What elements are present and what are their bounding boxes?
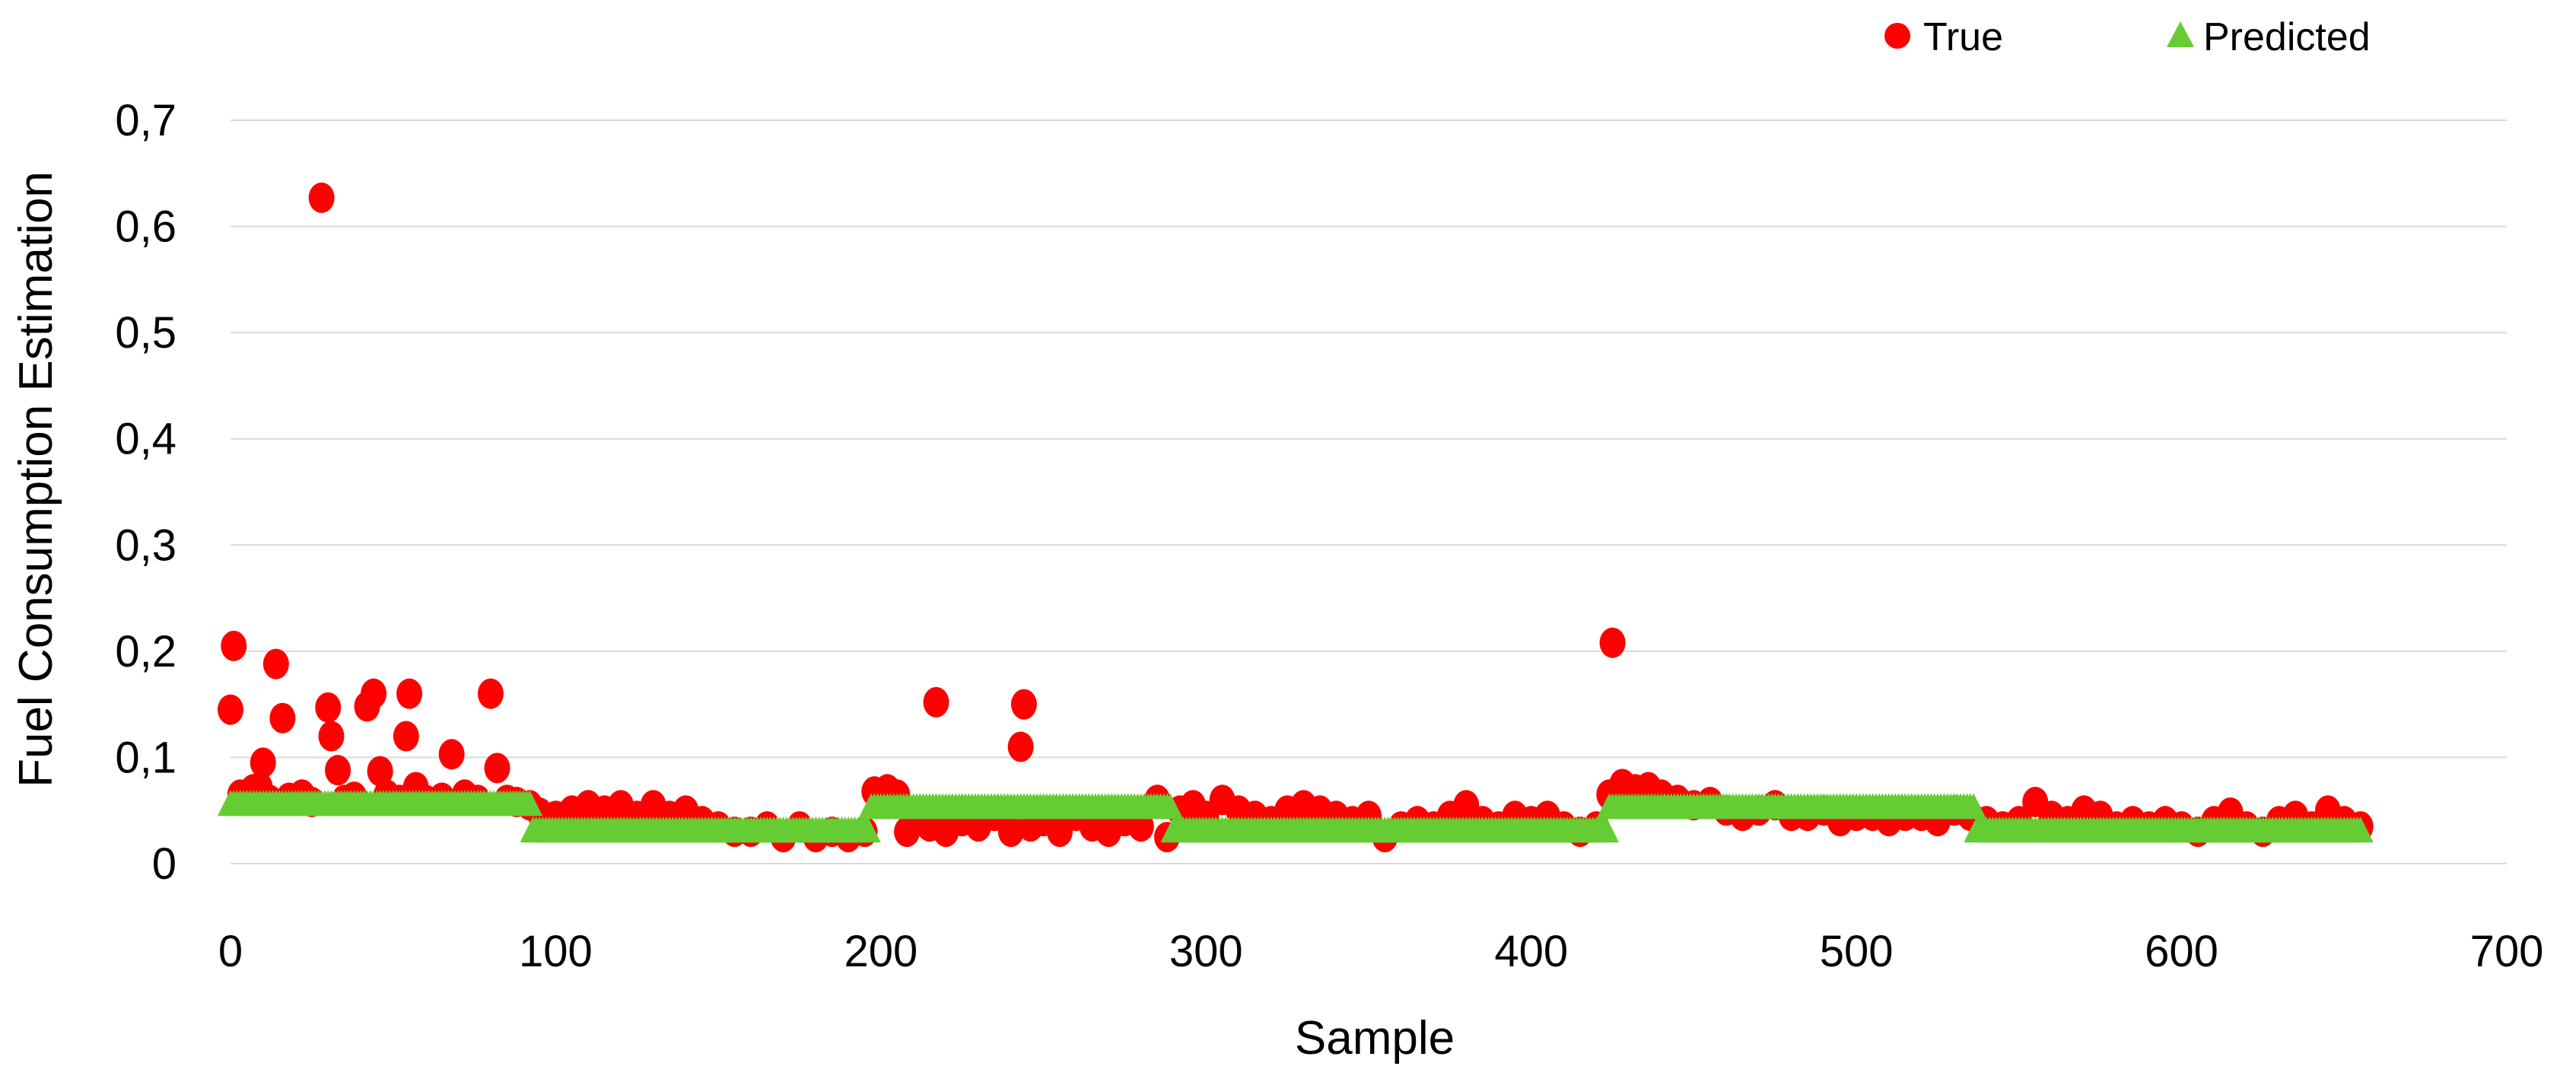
legend-predicted-label: Predicted	[2203, 15, 2371, 59]
y-tick-label: 0,5	[115, 308, 177, 358]
legend-true-marker	[1884, 23, 1910, 49]
true-point	[477, 678, 504, 709]
x-tick-label: 200	[844, 927, 918, 976]
true-point	[393, 721, 419, 752]
true-point	[269, 702, 296, 734]
true-point	[325, 755, 351, 786]
true-point	[250, 747, 276, 778]
y-tick-label: 0	[152, 839, 177, 889]
true-point	[315, 692, 342, 723]
x-tick-label: 0	[218, 927, 243, 976]
x-tick-label: 300	[1169, 927, 1243, 976]
x-tick-label: 100	[519, 927, 593, 976]
y-tick-label: 0,2	[115, 627, 177, 676]
predicted-point	[854, 816, 881, 843]
predicted-point	[1961, 793, 1987, 819]
true-point	[308, 182, 335, 213]
predicted-point	[1593, 816, 1620, 843]
predicted-series	[218, 790, 2374, 843]
true-point	[438, 739, 465, 770]
true-point	[218, 694, 243, 725]
y-axis-title: Fuel Consumption Estimation	[10, 171, 62, 788]
legend-predicted-marker	[2167, 21, 2194, 47]
x-axis-title: Sample	[1295, 1012, 1455, 1064]
legend: True Predicted	[1884, 15, 2371, 59]
x-tick-label: 700	[2470, 927, 2544, 976]
x-tick-label: 400	[1494, 927, 1568, 976]
grid-lines	[231, 119, 2507, 864]
true-point	[262, 648, 289, 679]
x-tick-label: 600	[2145, 927, 2218, 976]
y-tick-label: 0,7	[115, 96, 177, 145]
true-point	[923, 686, 949, 718]
y-tick-label: 0,6	[115, 202, 177, 252]
y-tick-label: 0,3	[115, 520, 177, 570]
predicted-point	[517, 790, 543, 816]
true-point	[361, 678, 387, 709]
y-axis-tick-labels: 0 0,1 0,2 0,3 0,4 0,5 0,6 0,7	[115, 96, 177, 889]
y-tick-label: 0,4	[115, 415, 177, 464]
legend-true-label: True	[1923, 15, 2003, 59]
true-point	[318, 721, 345, 752]
true-point	[221, 630, 247, 661]
true-point	[367, 756, 393, 787]
true-point	[1007, 731, 1034, 762]
predicted-point	[2347, 816, 2374, 843]
predicted-point	[1157, 793, 1184, 819]
true-point	[396, 678, 423, 709]
x-axis-tick-labels: 0 100 200 300 400 500 600 700	[218, 927, 2544, 976]
x-tick-label: 500	[1820, 927, 1894, 976]
true-series	[218, 182, 2374, 853]
true-point	[997, 816, 1024, 848]
y-tick-label: 0,1	[115, 733, 177, 782]
true-point	[484, 753, 510, 784]
true-point	[1010, 689, 1037, 720]
true-point	[1599, 627, 1626, 658]
